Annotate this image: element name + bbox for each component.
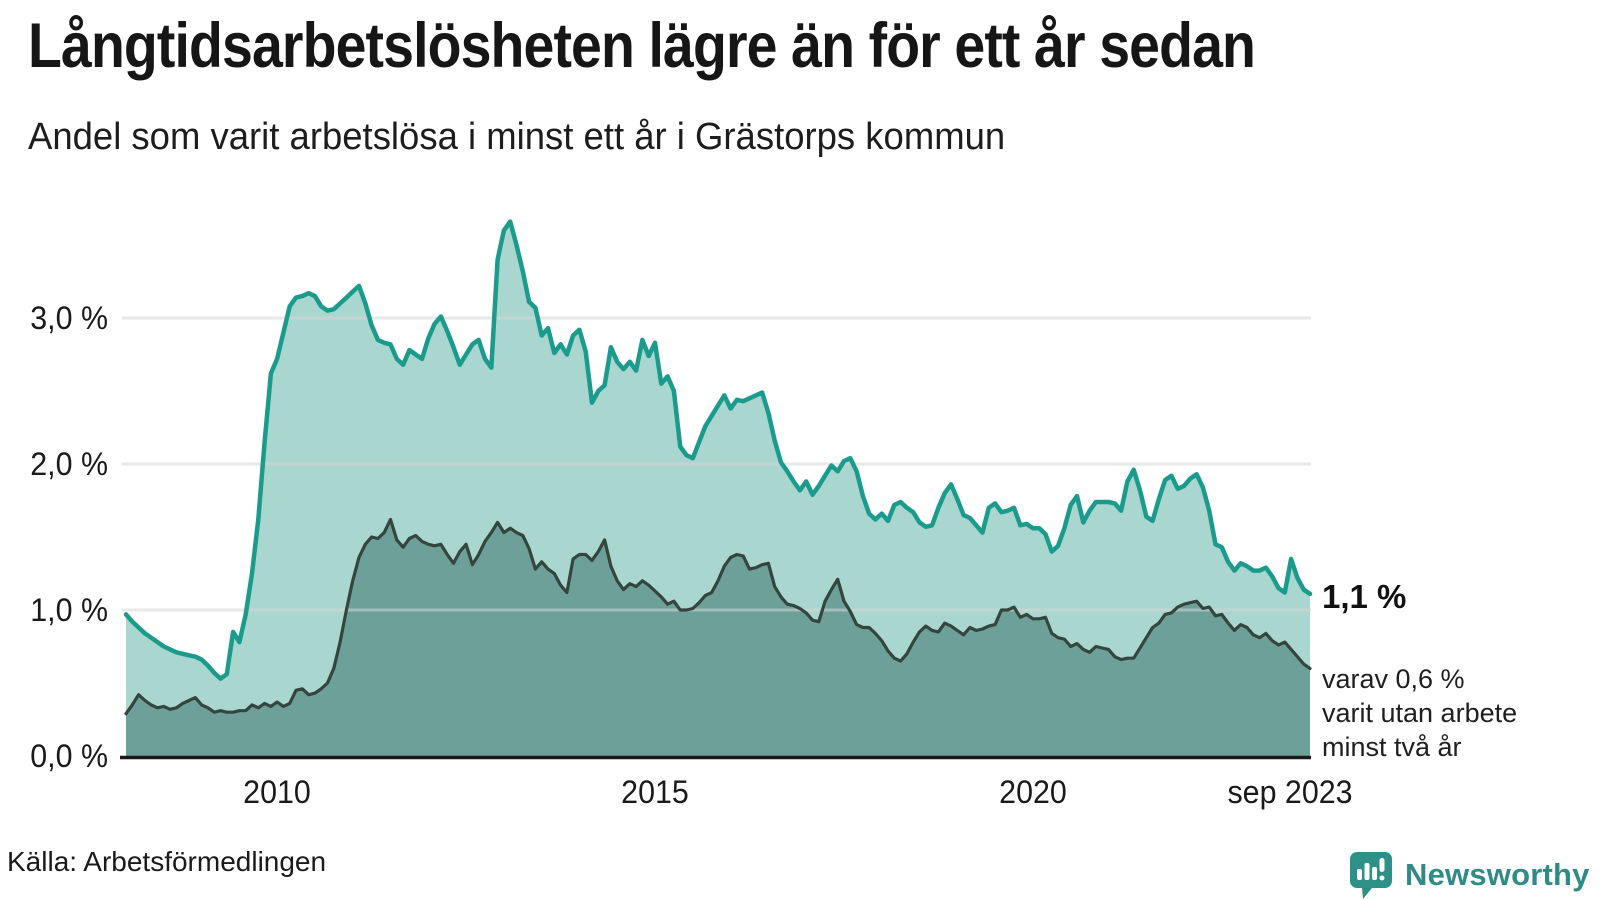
annotation-detail: varav 0,6 % varit utan arbete minst två … [1322, 662, 1517, 764]
x-tick-sep-2023: sep 2023 [1227, 774, 1353, 810]
line-minst-tva-ar [124, 517, 1312, 716]
area-minst-tva-ar [126, 519, 1310, 756]
newsworthy-logo: Newsworthy [1348, 850, 1590, 900]
latest-value-label: 1,1 % [1322, 578, 1407, 615]
source-note: Källa: Arbetsförmedlingen [7, 846, 327, 877]
x-tick-2020: 2020 [999, 774, 1067, 810]
newsworthy-wordmark: Newsworthy [1405, 857, 1590, 892]
y-tick-0: 0,0 % [30, 738, 108, 774]
annotation-line-1: varav 0,6 % [1322, 664, 1465, 694]
bar-chart-speech-bubble-icon [1350, 852, 1392, 899]
annotation-line-2: varit utan arbete [1322, 698, 1518, 728]
x-tick-2010: 2010 [243, 774, 311, 810]
y-tick-2: 2,0 % [30, 446, 108, 482]
annotation-line-3: minst två år [1322, 732, 1462, 762]
x-tick-2015: 2015 [621, 774, 689, 810]
y-tick-1: 1,0 % [30, 592, 108, 628]
page-title: Långtidsarbetslösheten lägre än för ett … [28, 11, 1256, 81]
y-tick-3: 3,0 % [30, 300, 108, 336]
page-subtitle: Andel som varit arbetslösa i minst ett å… [28, 116, 1006, 158]
line-minst-ett-ar [123, 219, 1313, 681]
